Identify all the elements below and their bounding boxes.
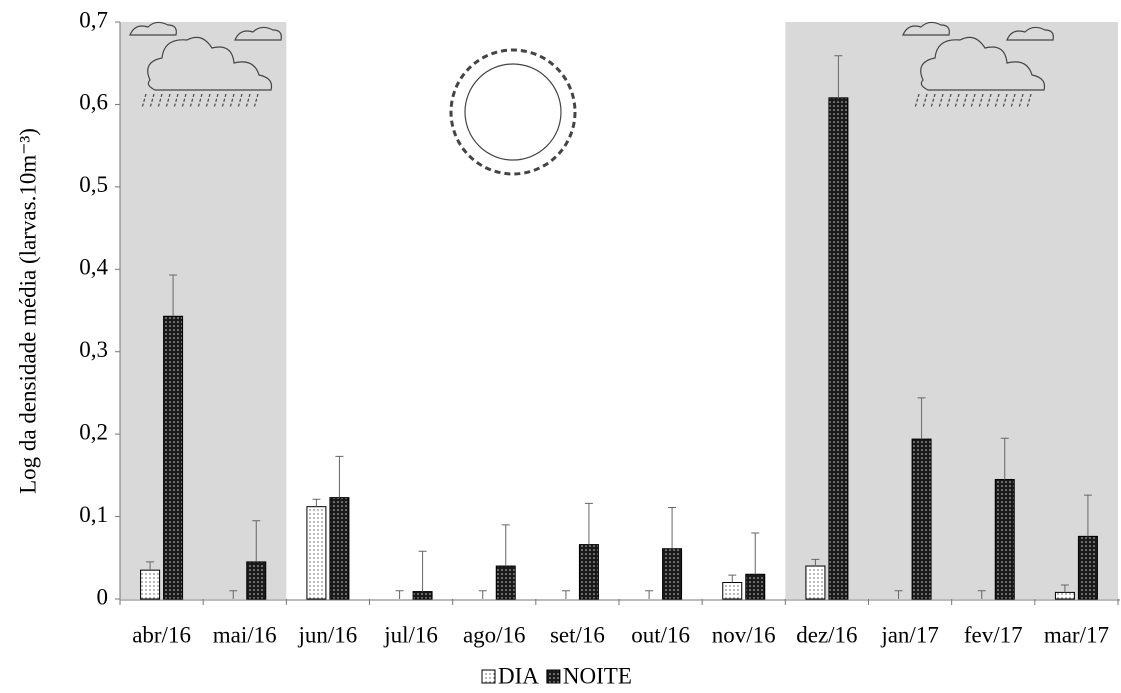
bar xyxy=(723,583,742,599)
bar xyxy=(330,498,349,599)
bar xyxy=(995,479,1014,599)
x-tick-label: set/16 xyxy=(550,622,605,647)
error-bar xyxy=(396,591,404,599)
bar xyxy=(141,570,160,599)
bar xyxy=(413,592,432,599)
bar xyxy=(247,562,266,599)
x-tick-label: out/16 xyxy=(631,622,690,647)
chart: Log da densidade média (larvas.10m⁻³) 0 0… xyxy=(0,0,1121,693)
y-tick-label: 0,5 xyxy=(79,172,108,197)
legend-swatch xyxy=(482,670,495,683)
y-tick-label: 0,3 xyxy=(79,337,108,362)
bar xyxy=(1055,592,1074,599)
error-bar xyxy=(312,499,320,506)
error-bar xyxy=(335,456,343,497)
legend-swatch xyxy=(547,670,560,683)
error-bar xyxy=(751,533,759,574)
y-tick-label: 0,4 xyxy=(79,255,108,280)
x-tick-label: jun/16 xyxy=(298,622,358,647)
x-tick-label: mai/16 xyxy=(213,622,277,647)
legend-label: DIA xyxy=(498,663,539,688)
bar xyxy=(307,507,326,599)
y-tick-label: 0,7 xyxy=(79,7,108,32)
legend-label: NOITE xyxy=(563,663,632,688)
error-bar xyxy=(645,591,653,599)
error-bar xyxy=(668,508,676,549)
error-bar xyxy=(419,551,427,591)
y-axis-label: Log da densidade média (larvas.10m⁻³) xyxy=(15,128,40,494)
error-bar xyxy=(585,503,593,544)
bar xyxy=(164,316,183,599)
bar xyxy=(663,549,682,599)
sun-icon xyxy=(451,50,575,174)
y-tick-label: 0,2 xyxy=(79,419,108,444)
season-shade xyxy=(120,22,286,599)
bar xyxy=(1078,536,1097,599)
y-tick-label: 0,6 xyxy=(79,90,108,115)
bar xyxy=(829,98,848,599)
error-bar xyxy=(502,525,510,566)
x-tick-label: mar/17 xyxy=(1044,622,1109,647)
x-tick-label: dez/16 xyxy=(796,622,857,647)
x-tick-label: fev/17 xyxy=(964,622,1023,647)
x-tick-label: ago/16 xyxy=(463,622,526,647)
error-bar xyxy=(728,575,736,582)
bar xyxy=(746,574,765,599)
y-tick-label: 0,1 xyxy=(79,502,108,527)
bar xyxy=(912,439,931,599)
x-tick-label: abr/16 xyxy=(132,622,191,647)
bar xyxy=(579,545,598,599)
x-tick-label: jan/17 xyxy=(880,622,939,647)
page: {"chart_data": {"type": "bar", "y_label"… xyxy=(0,0,1121,693)
bar xyxy=(806,566,825,599)
bar xyxy=(496,566,515,599)
error-bar xyxy=(479,591,487,599)
y-tick-label: 0 xyxy=(97,584,109,609)
x-tick-label: jul/16 xyxy=(383,622,438,647)
error-bar xyxy=(562,591,570,599)
x-tick-label: nov/16 xyxy=(712,622,776,647)
